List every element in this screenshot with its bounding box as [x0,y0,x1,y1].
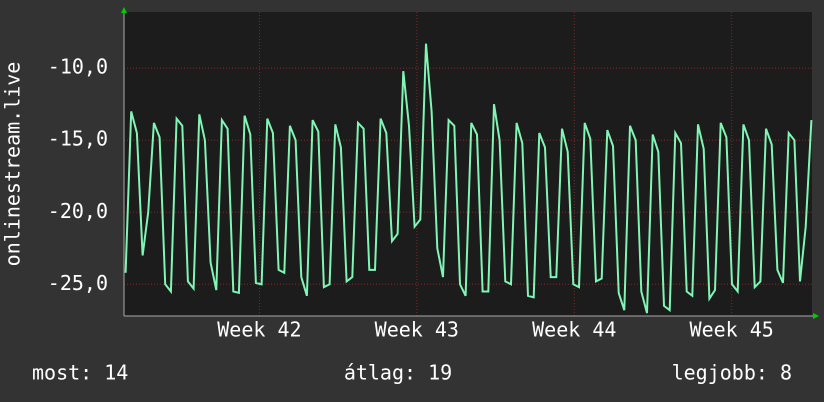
marks [124,43,813,314]
y-tick-label: -10,0 [48,55,108,79]
y-tick-label: -15,0 [48,127,108,151]
x-tick-label: Week 45 [690,318,774,342]
x-tick-label: Week 43 [375,318,459,342]
x-tick-label: Week 42 [217,318,301,342]
y-tick-label: -25,0 [48,271,108,295]
data-line [124,43,813,314]
y-axis-label: onlinestream.live [1,62,25,267]
axis-arrow [121,7,127,13]
x-tick-label: Week 44 [532,318,616,342]
annotation: átlag: 19 [344,361,452,385]
axis-arrow [813,313,819,319]
annotation: most: 14 [32,361,128,385]
annotation: legjobb: 8 [672,361,792,385]
y-tick-label: -20,0 [48,199,108,223]
